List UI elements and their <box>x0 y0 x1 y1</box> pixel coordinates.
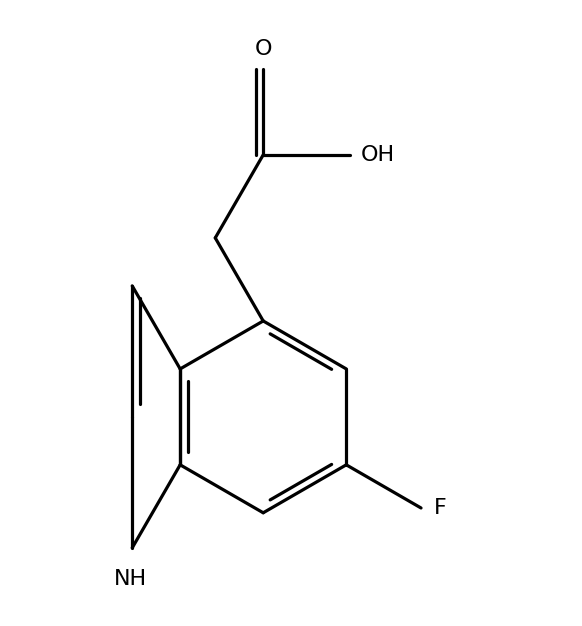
Text: OH: OH <box>361 145 395 165</box>
Text: NH: NH <box>113 569 147 589</box>
Text: F: F <box>434 498 446 518</box>
Text: O: O <box>254 39 272 59</box>
